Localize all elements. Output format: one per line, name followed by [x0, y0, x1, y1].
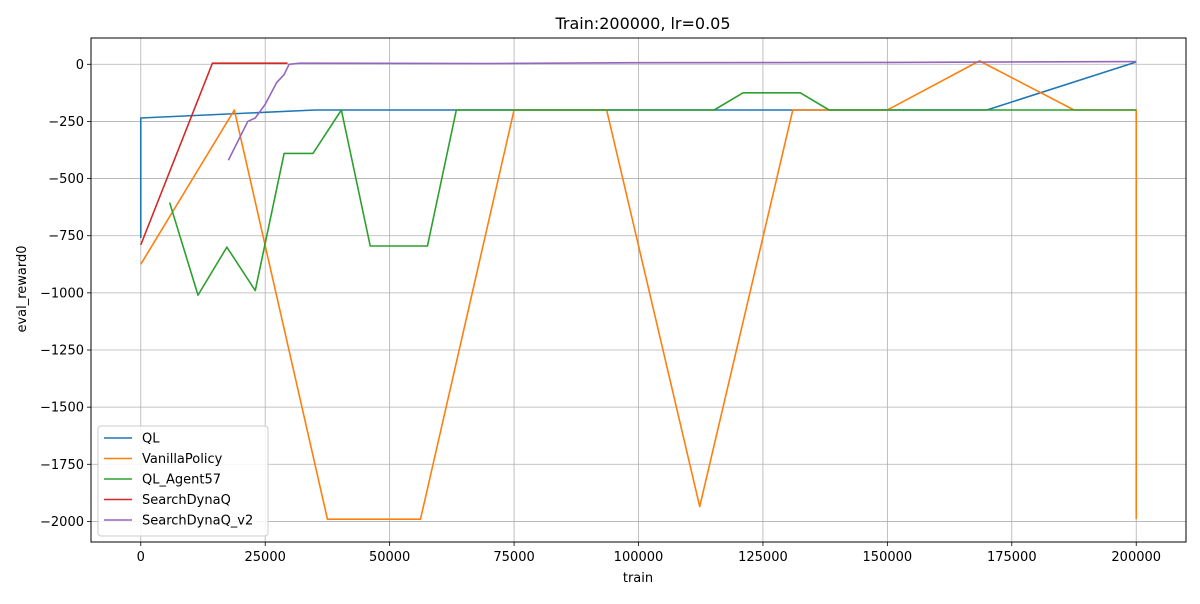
legend-label-ql-agent57: QL_Agent57	[142, 473, 221, 488]
series-line-ql	[139, 61, 1137, 238]
legend-label-searchdynaq: SearchDynaQ	[142, 493, 231, 508]
series-line-searchdynaq	[140, 62, 288, 246]
x-tick-label: 200000	[1111, 550, 1161, 565]
x-tick-label: 25000	[245, 550, 286, 565]
legend: QL VanillaPolicy QL_Agent57 SearchDynaQ Sear…	[97, 425, 269, 537]
y-tick-label: 0	[76, 58, 84, 73]
y-tick-label: −1500	[40, 401, 84, 416]
y-tick-label: −2000	[40, 515, 84, 530]
x-axis-ticks: 0 25000 50000 75000 100000 125000 150000 175000…	[137, 542, 1161, 565]
x-tick-label: 150000	[863, 550, 913, 565]
x-tick-label: 175000	[987, 550, 1037, 565]
x-tick-label: 100000	[614, 550, 664, 565]
x-tick-label: 50000	[369, 550, 410, 565]
series-line-searchdynaq-v2	[227, 60, 1137, 161]
legend-label-searchdynaq-v2: SearchDynaQ_v2	[142, 514, 253, 529]
y-tick-label: −750	[48, 229, 84, 244]
x-tick-label: 0	[137, 550, 145, 565]
y-axis-label: eval_reward0	[15, 245, 30, 332]
x-tick-label: 75000	[493, 550, 534, 565]
series-lines	[139, 60, 1138, 520]
y-tick-label: −1000	[40, 286, 84, 301]
legend-label-ql: QL	[142, 432, 160, 447]
legend-label-vanillapolicy: VanillaPolicy	[142, 452, 223, 467]
legend-box	[97, 425, 269, 537]
y-tick-label: −1750	[40, 458, 84, 473]
y-tick-label: −1250	[40, 344, 84, 359]
y-tick-label: −500	[48, 172, 84, 187]
grid-lines	[91, 38, 1186, 542]
y-tick-label: −250	[48, 115, 84, 130]
series-line-ql-agent57	[168, 92, 1137, 296]
x-tick-label: 125000	[738, 550, 788, 565]
chart-title: Train:200000, lr=0.05	[554, 14, 730, 33]
x-axis-label: train	[623, 571, 653, 586]
y-axis-ticks: 0 −250 −500 −750 −1000 −1250 −1500 −1750 −2000	[40, 58, 91, 530]
